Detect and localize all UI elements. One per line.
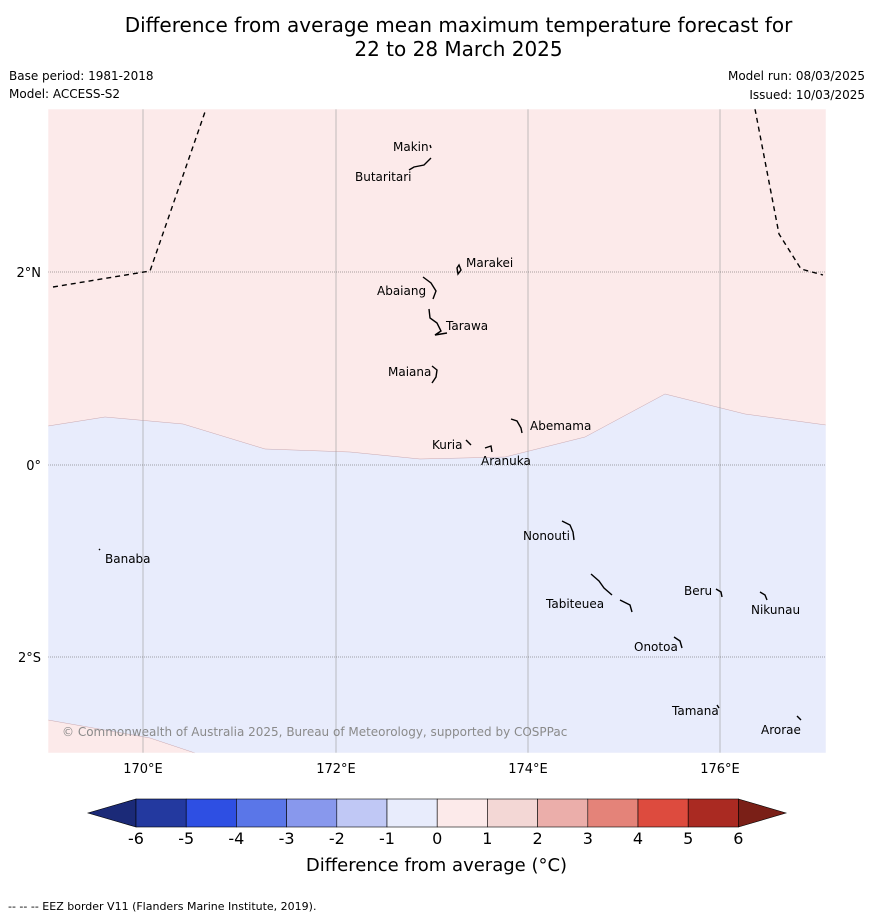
map-frame (47, 108, 827, 754)
colorbar-tick-label: -5 (178, 829, 195, 848)
colorbar-tick-label: 2 (532, 829, 543, 848)
label-marakei: Marakei (466, 256, 513, 270)
label-abemama: Abemama (530, 419, 591, 433)
issued-date: Issued: 10/03/2025 (749, 88, 865, 102)
colorbar-segment (185, 798, 237, 828)
nikunau-outline (759, 591, 768, 601)
label-tabiteuea: Tabiteuea (545, 597, 604, 611)
colorbar-segment (286, 798, 338, 828)
label-beru: Beru (684, 584, 712, 598)
colorbar-segment (336, 798, 388, 828)
colorbar-segment (135, 798, 187, 828)
label-maiana: Maiana (388, 365, 431, 379)
lat-tick-0: 0° (26, 459, 41, 474)
label-tarawa: Tarawa (445, 319, 488, 333)
colorbar-tick-label: -2 (328, 829, 345, 848)
region-contour-sw (47, 719, 196, 754)
title-line-2: 22 to 28 March 2025 (354, 37, 563, 61)
cool-region (48, 394, 826, 753)
colorbar-tick-label: 1 (482, 829, 493, 848)
colorbar-segment (386, 798, 438, 828)
base-period: Base period: 1981-2018 (9, 69, 154, 83)
label-aranuka: Aranuka (481, 454, 531, 468)
abaiang-outline (422, 276, 437, 300)
copyright-notice: © Commonwealth of Australia 2025, Bureau… (62, 725, 567, 739)
tarawa-outline (428, 308, 448, 336)
kuria-outline (465, 439, 472, 446)
colorbar-tick-label: -1 (379, 829, 395, 848)
colorbar-segment (436, 798, 488, 828)
makin-outline (429, 144, 432, 149)
lon-tick-174: 174°E (508, 762, 548, 777)
label-tamana: Tamana (671, 704, 719, 718)
island-outlines (98, 144, 802, 721)
model-name: Model: ACCESS-S2 (9, 87, 121, 101)
title-line-1: Difference from average mean maximum tem… (124, 13, 793, 37)
label-nikunau: Nikunau (751, 603, 800, 617)
colorbar-segment (587, 798, 639, 828)
lat-tick-2s: 2°S (18, 651, 41, 666)
colorbar-tick-label: 3 (582, 829, 593, 848)
label-makin: Makin (393, 140, 429, 154)
colorbar-segment (637, 798, 689, 828)
latitude-lines (48, 271, 826, 658)
lon-tick-176: 176°E (700, 762, 740, 777)
abemama-outline (510, 418, 523, 434)
colorbar (86, 798, 788, 828)
label-arorae: Arorae (761, 723, 801, 737)
lat-tick-2n: 2°N (17, 266, 42, 281)
onotoa-outline (673, 636, 683, 649)
colorbar-tick-label: 5 (683, 829, 694, 848)
beru-outline (715, 588, 723, 598)
colorbar-tick-label: -3 (278, 829, 295, 848)
lon-tick-170: 170°E (123, 762, 163, 777)
region-contour (47, 393, 827, 460)
label-onotoa: Onotoa (634, 640, 678, 654)
colorbar-segment (687, 798, 739, 828)
eez-footnote: -- -- -- EEZ border V11 (Flanders Marine… (8, 900, 317, 913)
colorbar-extend-low (86, 798, 137, 828)
tamana-outline (716, 704, 720, 709)
marakei-outline (456, 263, 462, 276)
nonouti-outline (561, 520, 575, 541)
lon-tick-172: 172°E (316, 762, 356, 777)
model-run: Model run: 08/03/2025 (727, 69, 865, 83)
label-butaritari: Butaritari (355, 170, 412, 184)
butaritari-outline (408, 157, 432, 171)
colorbar-tick-label: -4 (228, 829, 245, 848)
tabiteuea-outline (590, 573, 613, 596)
banaba-outline (98, 548, 101, 551)
arorae-outline (796, 715, 802, 721)
label-abaiang: Abaiang (377, 284, 426, 298)
label-kuria: Kuria (432, 438, 463, 452)
tabiteuea-south-outline (619, 599, 633, 613)
eez-border (52, 108, 824, 288)
colorbar-tick-label: 4 (632, 829, 644, 848)
colorbar-extend-high (738, 798, 788, 828)
aranuka-outline (484, 445, 493, 453)
graticule (142, 109, 721, 753)
maiana-outline (431, 365, 438, 384)
colorbar-title: Difference from average (°C) (305, 855, 568, 876)
label-nonouti: Nonouti (523, 529, 570, 543)
colorbar-segment (236, 798, 287, 828)
colorbar-tick-label: -6 (128, 829, 144, 848)
colorbar-tick-label: 0 (432, 829, 443, 848)
colorbar-segment (537, 798, 589, 828)
colorbar-segment (487, 798, 538, 828)
label-banaba: Banaba (105, 552, 151, 566)
colorbar-tick-label: 6 (733, 829, 744, 848)
